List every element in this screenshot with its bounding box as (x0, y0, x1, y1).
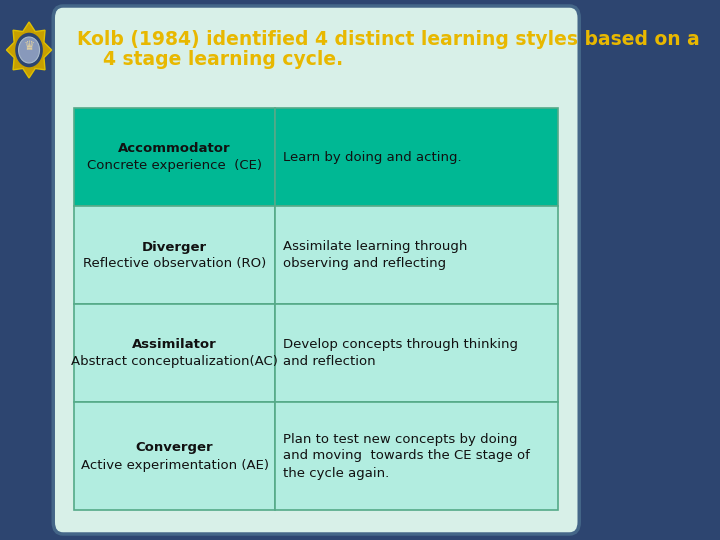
FancyBboxPatch shape (53, 6, 579, 534)
Text: Plan to test new concepts by doing
and moving  towards the CE stage of
the cycle: Plan to test new concepts by doing and m… (283, 433, 530, 480)
FancyBboxPatch shape (275, 402, 558, 510)
FancyBboxPatch shape (74, 304, 275, 402)
Text: Assimilate learning through
observing and reflecting: Assimilate learning through observing an… (283, 240, 467, 270)
Text: Active experimentation (AE): Active experimentation (AE) (81, 458, 269, 471)
Text: Diverger: Diverger (142, 240, 207, 253)
FancyBboxPatch shape (275, 108, 558, 206)
Text: Converger: Converger (136, 442, 213, 455)
FancyBboxPatch shape (275, 206, 558, 304)
Text: Concrete experience  (CE): Concrete experience (CE) (87, 159, 262, 172)
Text: Assimilator: Assimilator (132, 339, 217, 352)
FancyBboxPatch shape (74, 402, 275, 510)
Circle shape (14, 32, 44, 68)
Text: 4 stage learning cycle.: 4 stage learning cycle. (78, 50, 343, 69)
Text: ♛: ♛ (24, 40, 35, 53)
Text: Kolb (1984) identified 4 distinct learning styles based on a: Kolb (1984) identified 4 distinct learni… (78, 30, 700, 49)
Polygon shape (6, 22, 52, 78)
FancyBboxPatch shape (74, 108, 275, 206)
Text: Reflective observation (RO): Reflective observation (RO) (83, 258, 266, 271)
FancyBboxPatch shape (275, 304, 558, 402)
FancyBboxPatch shape (74, 206, 275, 304)
Text: Learn by doing and acting.: Learn by doing and acting. (283, 151, 462, 164)
Text: Abstract conceptualization(AC): Abstract conceptualization(AC) (71, 355, 278, 368)
Text: Develop concepts through thinking
and reflection: Develop concepts through thinking and re… (283, 338, 518, 368)
Circle shape (19, 37, 40, 63)
Text: Accommodator: Accommodator (118, 143, 231, 156)
